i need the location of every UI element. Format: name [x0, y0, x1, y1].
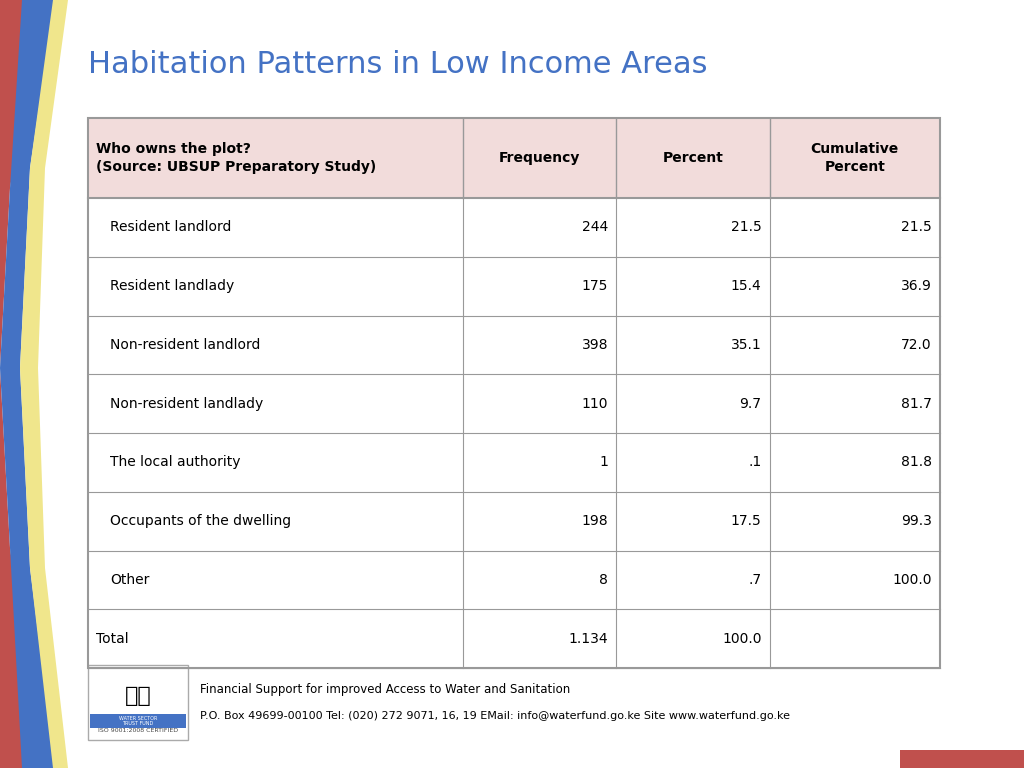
- Text: .1: .1: [749, 455, 762, 469]
- Text: WATER SECTOR
TRUST FUND: WATER SECTOR TRUST FUND: [119, 716, 158, 727]
- Bar: [88, 374, 940, 433]
- Text: ISO 9001:2008 CERTIFIED: ISO 9001:2008 CERTIFIED: [98, 728, 178, 733]
- Text: 8: 8: [599, 573, 608, 587]
- Text: 398: 398: [582, 338, 608, 352]
- Text: .7: .7: [749, 573, 762, 587]
- Text: 110: 110: [582, 396, 608, 411]
- Text: 36.9: 36.9: [901, 279, 932, 293]
- Text: 9.7: 9.7: [739, 396, 762, 411]
- Polygon shape: [0, 0, 40, 768]
- Polygon shape: [900, 750, 1024, 768]
- Text: Frequency: Frequency: [499, 151, 581, 165]
- Bar: [90, 714, 186, 728]
- Text: 1: 1: [599, 455, 608, 469]
- Text: 🇰🇪: 🇰🇪: [125, 687, 152, 707]
- Bar: [88, 492, 940, 551]
- Text: 99.3: 99.3: [901, 514, 932, 528]
- Text: 81.8: 81.8: [901, 455, 932, 469]
- Text: 21.5: 21.5: [901, 220, 932, 234]
- Text: 100.0: 100.0: [722, 631, 762, 646]
- Text: Total: Total: [96, 631, 129, 646]
- Text: Non-resident landlord: Non-resident landlord: [110, 338, 260, 352]
- Text: 35.1: 35.1: [731, 338, 762, 352]
- Bar: [88, 118, 940, 668]
- Text: 244: 244: [582, 220, 608, 234]
- Text: Financial Support for improved Access to Water and Sanitation: Financial Support for improved Access to…: [200, 683, 570, 696]
- Text: 72.0: 72.0: [901, 338, 932, 352]
- Text: 198: 198: [582, 514, 608, 528]
- Bar: [88, 665, 188, 740]
- Text: Occupants of the dwelling: Occupants of the dwelling: [110, 514, 291, 528]
- Text: 17.5: 17.5: [731, 514, 762, 528]
- Text: Non-resident landlady: Non-resident landlady: [110, 396, 263, 411]
- Bar: [88, 551, 940, 609]
- Bar: [88, 609, 940, 668]
- Text: P.O. Box 49699-00100 Tel: (020) 272 9071, 16, 19 EMail: info@waterfund.go.ke Sit: P.O. Box 49699-00100 Tel: (020) 272 9071…: [200, 711, 790, 721]
- Polygon shape: [0, 0, 55, 768]
- Text: Other: Other: [110, 573, 150, 587]
- Text: 15.4: 15.4: [731, 279, 762, 293]
- Text: Resident landlady: Resident landlady: [110, 279, 234, 293]
- Polygon shape: [20, 0, 68, 768]
- Text: 100.0: 100.0: [893, 573, 932, 587]
- Text: 175: 175: [582, 279, 608, 293]
- Text: 81.7: 81.7: [901, 396, 932, 411]
- Bar: [88, 257, 940, 316]
- Text: Who owns the plot?
(Source: UBSUP Preparatory Study): Who owns the plot? (Source: UBSUP Prepar…: [96, 142, 376, 174]
- Text: Habitation Patterns in Low Income Areas: Habitation Patterns in Low Income Areas: [88, 50, 708, 79]
- Text: Resident landlord: Resident landlord: [110, 220, 231, 234]
- Bar: [88, 316, 940, 374]
- Text: The local authority: The local authority: [110, 455, 241, 469]
- Bar: [88, 198, 940, 257]
- Bar: [88, 433, 940, 492]
- Text: 1.134: 1.134: [568, 631, 608, 646]
- Text: 21.5: 21.5: [731, 220, 762, 234]
- Bar: [88, 118, 940, 198]
- Text: Cumulative
Percent: Cumulative Percent: [811, 142, 899, 174]
- Text: Percent: Percent: [663, 151, 723, 165]
